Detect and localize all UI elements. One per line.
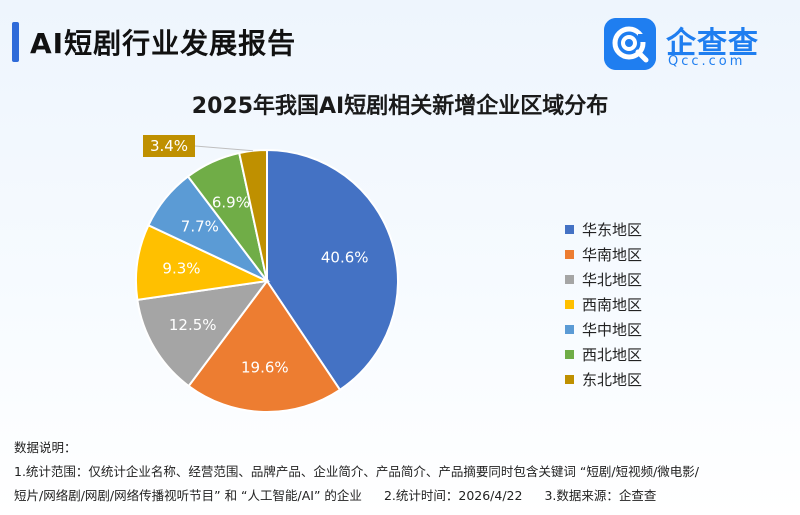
legend-swatch: [565, 325, 574, 334]
pie-data-label-4: 9.3%: [162, 259, 200, 277]
legend-swatch: [565, 350, 574, 359]
pie-data-label-6: 6.9%: [212, 193, 250, 211]
callout-box: [143, 135, 195, 157]
logo-name: 企查查: [666, 26, 759, 61]
qcc-logo: 企查查 Qcc.com: [604, 18, 789, 70]
qcc-logo-icon: [604, 18, 656, 70]
legend-swatch: [565, 225, 574, 234]
legend-item-1: 华东地区: [565, 217, 642, 242]
legend-swatch: [565, 375, 574, 384]
pie-slice-2: [187, 279, 342, 413]
report-header: AI短剧行业发展报告 企查查 Qcc.com: [0, 0, 800, 80]
legend-label: 华南地区: [582, 246, 643, 264]
legend-label: 西南地区: [582, 296, 643, 314]
pie-slice-4: [135, 223, 271, 301]
pie-slice-3: [136, 279, 270, 388]
pie-data-label-1: 40.6%: [321, 248, 369, 266]
notes-line-1: 1.统计范围：仅统计企业名称、经营范围、品牌产品、企业简介、产品简介、产品摘要同…: [14, 464, 700, 479]
legend-item-4: 西南地区: [565, 292, 642, 317]
legend-item-5: 华中地区: [565, 317, 642, 342]
chart-legend: 华东地区华南地区华北地区西南地区华中地区西北地区东北地区: [565, 217, 642, 392]
legend-item-6: 西北地区: [565, 342, 642, 367]
data-notes: 数据说明： 1.统计范围：仅统计企业名称、经营范围、品牌产品、企业简介、产品简介…: [14, 436, 794, 508]
pie-data-label-5: 7.7%: [181, 218, 219, 236]
legend-label: 华东地区: [582, 221, 643, 239]
logo-domain: Qcc.com: [668, 54, 746, 69]
pie-data-label-2: 19.6%: [241, 358, 289, 376]
legend-item-3: 华北地区: [565, 267, 642, 292]
legend-swatch: [565, 275, 574, 284]
callout-leader-line: [194, 145, 254, 152]
pie-data-label-7: 3.4%: [150, 137, 188, 155]
legend-label: 华中地区: [582, 321, 643, 339]
pie-slice-1: [266, 148, 399, 392]
report-title: AI短剧行业发展报告: [30, 27, 297, 60]
pie-chart: 40.6% 19.6% 12.5% 9.3% 7.7% 6.9% 3.4%: [135, 135, 399, 413]
legend-label: 西北地区: [582, 346, 643, 364]
title-accent-bar: [12, 22, 19, 62]
notes-source: 3.数据来源：企查查: [544, 488, 657, 503]
notes-line-2: 短片/网络剧/网剧/网络传播视听节目” 和 “人工智能/AI” 的企业 2.统计时…: [14, 484, 794, 508]
legend-label: 华北地区: [582, 271, 643, 289]
legend-item-2: 华南地区: [565, 242, 642, 267]
legend-item-7: 东北地区: [565, 367, 642, 392]
notes-heading: 数据说明：: [14, 440, 77, 455]
notes-scope-cont: 短片/网络剧/网剧/网络传播视听节目” 和 “人工智能/AI” 的企业: [14, 488, 362, 503]
legend-label: 东北地区: [582, 371, 643, 389]
chart-title: 2025年我国AI短剧相关新增企业区域分布: [191, 94, 609, 119]
notes-time: 2.统计时间：2026/4/22: [383, 488, 523, 503]
pie-data-label-3: 12.5%: [169, 316, 217, 334]
legend-swatch: [565, 300, 574, 309]
legend-swatch: [565, 250, 574, 259]
